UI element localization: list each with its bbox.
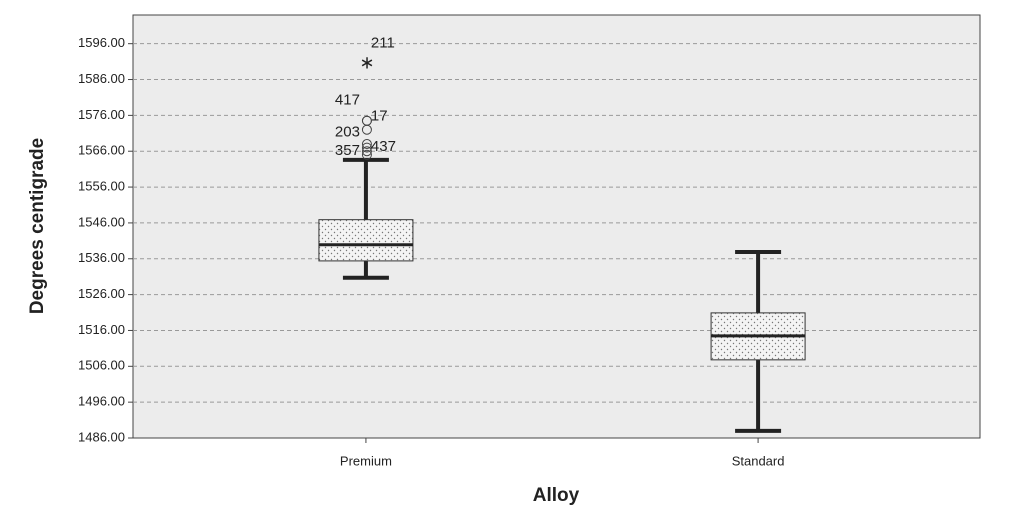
outlier	[361, 146, 372, 157]
outlier	[361, 142, 372, 153]
outlier-label: 17	[371, 108, 388, 125]
y-tick-label: 1586.00	[78, 71, 125, 86]
y-axis-title: Degrees centigrade	[27, 138, 48, 314]
box	[318, 219, 414, 262]
plot-area	[132, 14, 981, 439]
y-tick-label: 1566.00	[78, 143, 125, 158]
y-tick-label: 1486.00	[78, 429, 125, 444]
extreme-outlier: ∗	[359, 52, 374, 72]
outlier	[361, 139, 372, 150]
y-tick-label: 1536.00	[78, 250, 125, 265]
x-tick-label: Standard	[732, 453, 785, 468]
x-tick-label: Premium	[340, 453, 392, 468]
outlier-label: 357	[335, 142, 360, 159]
y-tick-label: 1596.00	[78, 35, 125, 50]
y-tick-label: 1496.00	[78, 394, 125, 409]
outlier	[361, 124, 372, 135]
y-tick-label: 1506.00	[78, 358, 125, 373]
outlier-label: 417	[335, 92, 360, 109]
y-tick-label: 1576.00	[78, 107, 125, 122]
outlier	[361, 149, 372, 160]
outlier-label: 437	[371, 138, 396, 155]
outlier-label: 203	[335, 124, 360, 141]
x-axis-title: Alloy	[533, 485, 580, 506]
y-tick-label: 1546.00	[78, 214, 125, 229]
y-tick-label: 1526.00	[78, 286, 125, 301]
y-tick-label: 1556.00	[78, 179, 125, 194]
y-tick-label: 1516.00	[78, 322, 125, 337]
outlier-label: 211	[371, 35, 395, 52]
